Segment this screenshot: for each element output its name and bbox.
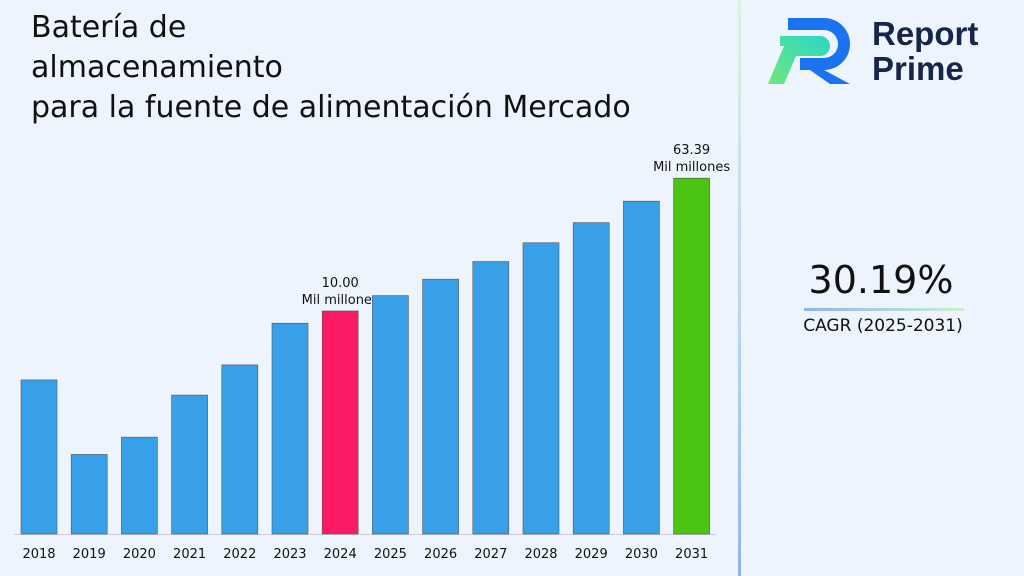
bar-2029 (572, 222, 610, 535)
bar-chart: 2018 2019 2020 2021 2022 2023 2024 10.00 Mil mil… (14, 143, 730, 562)
divider (738, 0, 741, 576)
logo-icon (768, 18, 850, 84)
x-tick-label: 2020 (123, 547, 156, 562)
data-label-value: 63.39 (673, 143, 710, 158)
title-line: almacenamiento (31, 50, 283, 85)
x-tick-label: 2027 (474, 547, 507, 562)
logo-line: Report (872, 15, 979, 52)
bar-2030 (623, 200, 660, 535)
data-label-unit: Mil millones (653, 160, 730, 175)
bar-2028 (522, 242, 560, 535)
x-tick-label: 2023 (273, 547, 306, 562)
report-prime-logo: Report Prime (766, 14, 1006, 88)
x-tick-label: 2028 (524, 547, 557, 562)
bar-2018 (20, 379, 58, 535)
x-tick-label: 2030 (625, 547, 658, 562)
x-tick-label: 2026 (424, 547, 457, 562)
cagr-label: CAGR (2025-2031) (803, 316, 963, 336)
x-tick-label: 2025 (374, 547, 407, 562)
x-tick-label: 2018 (22, 547, 55, 562)
bar-2026 (422, 278, 459, 535)
data-label-value: 10.00 (322, 276, 359, 291)
x-tick-label: 2029 (575, 547, 608, 562)
bar-2019 (70, 454, 108, 535)
bar-2024 (321, 310, 359, 535)
title-line: Batería de (31, 10, 187, 45)
cagr-value: 30.19% (808, 258, 954, 302)
x-tick-label: 2031 (675, 547, 708, 562)
x-tick-label: 2021 (173, 547, 206, 562)
x-tick-label: 2019 (73, 547, 106, 562)
title-line: para la fuente de alimentación Mercado (31, 90, 631, 125)
bar-2021 (171, 394, 208, 535)
x-tick-label: 2024 (324, 547, 357, 562)
bar-2025 (372, 295, 409, 535)
cagr-underline (804, 308, 964, 311)
bar-2022 (221, 364, 259, 535)
bar-2027 (472, 261, 510, 535)
data-label-unit: Mil millones (302, 293, 379, 308)
logo-line: Prime (872, 50, 964, 87)
chart-title: Batería de almacenamiento para la fuente… (31, 8, 631, 128)
bar-2031 (673, 177, 710, 535)
bar-2020 (121, 436, 158, 535)
x-tick-label: 2022 (223, 547, 256, 562)
bar-2023 (271, 322, 309, 535)
